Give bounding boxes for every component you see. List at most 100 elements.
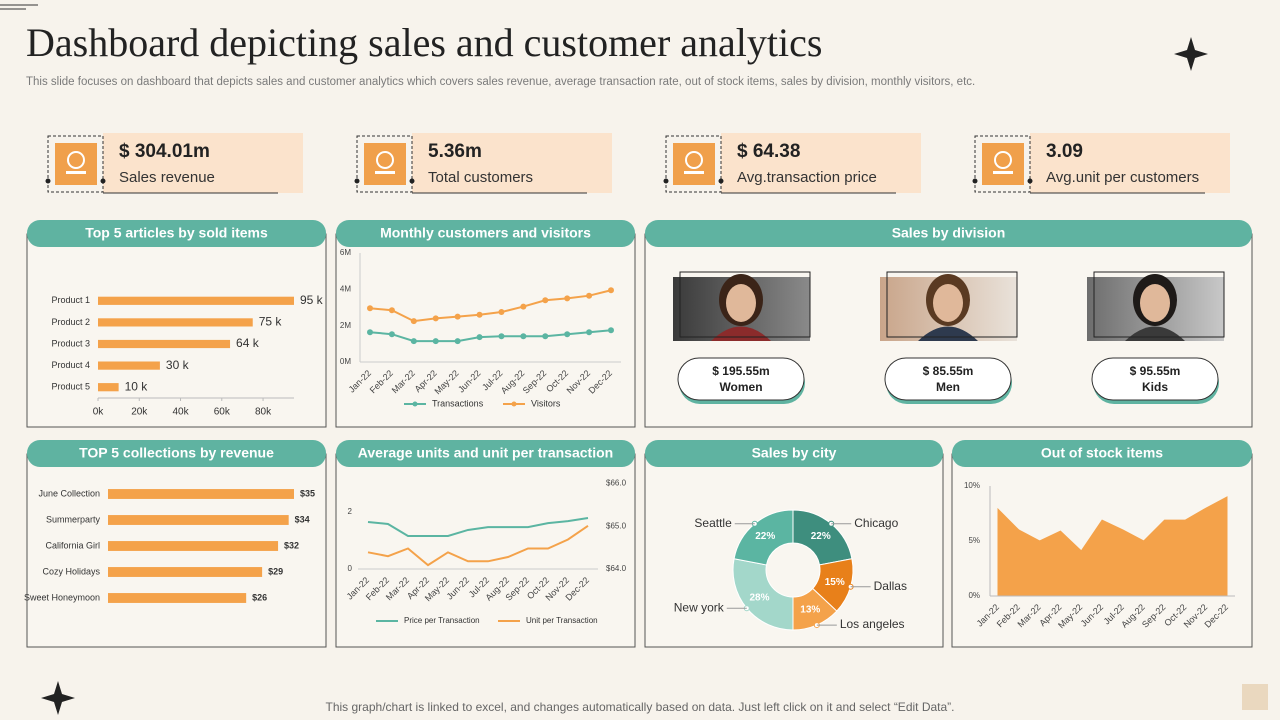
point <box>564 295 571 302</box>
icon-glyph <box>994 151 1012 169</box>
bar <box>108 567 263 577</box>
point <box>498 309 505 316</box>
y-tick-label: 6M <box>340 248 351 257</box>
point <box>410 338 417 345</box>
category-label: Seattle <box>694 516 732 530</box>
icon-frame <box>974 135 1031 193</box>
value-label: $35 <box>300 488 315 498</box>
icon-dot <box>718 178 724 184</box>
point <box>586 329 593 336</box>
kpi-icon <box>673 143 715 185</box>
icon-dot <box>1027 178 1033 184</box>
kpi-icon <box>364 143 406 185</box>
value-label: 95 k <box>300 293 324 307</box>
category-label: Sweet Honeymoon <box>24 592 100 602</box>
kpi-card <box>1030 133 1230 193</box>
photo-frame <box>679 271 811 338</box>
point <box>476 311 483 318</box>
category-label: Summerparty <box>46 514 101 524</box>
point <box>367 305 373 312</box>
x-tick-label: 80k <box>255 407 272 418</box>
panel-header <box>645 440 943 467</box>
bar <box>98 361 160 370</box>
point <box>586 292 593 299</box>
y-tick-label: $65.0 <box>606 521 627 530</box>
bar <box>108 489 294 499</box>
point <box>542 297 549 304</box>
panel-title: TOP 5 collections by revenue <box>79 445 274 461</box>
icon-glyph <box>67 151 85 169</box>
panel-title: Sales by city <box>752 445 837 461</box>
panel <box>335 453 636 648</box>
photo-face <box>726 284 756 322</box>
bar <box>98 318 253 327</box>
value-label: 10 k <box>125 379 149 393</box>
pie-slice <box>732 558 794 631</box>
icon-glyph <box>375 171 395 174</box>
panel-title: Out of stock items <box>1041 445 1163 461</box>
panel-header <box>27 440 326 467</box>
point <box>454 313 461 320</box>
slice-label: 22% <box>755 531 775 542</box>
x-tick-label: 60k <box>214 407 231 418</box>
bar <box>98 296 294 305</box>
decor-square <box>1242 684 1268 710</box>
value-label: $26 <box>252 592 267 602</box>
division-pill <box>884 357 1012 401</box>
legend-marker <box>412 401 418 407</box>
category-label: Product 1 <box>51 295 90 305</box>
value-label: 30 k <box>166 358 190 372</box>
y-tick-label: $66.0 <box>606 479 627 488</box>
category-label: Cozy Holidays <box>42 566 100 576</box>
y-tick-label: 4M <box>340 284 351 293</box>
division-value: $ 95.55m <box>1130 364 1181 378</box>
icon-frame <box>356 135 413 193</box>
panel-title: Sales by division <box>892 225 1006 241</box>
value-label: $32 <box>284 540 299 550</box>
panel-header <box>336 220 635 247</box>
panel-title: Average units and unit per transaction <box>358 445 613 461</box>
page-subtitle: This slide focuses on dashboard that dep… <box>26 76 975 88</box>
point <box>564 331 571 338</box>
panel-header <box>952 440 1252 467</box>
y-tick-label: 0M <box>340 357 351 366</box>
icon-glyph <box>684 171 704 174</box>
division-value: $ 195.55m <box>712 364 769 378</box>
y-tick-label: 5% <box>968 536 980 545</box>
icon-glyph <box>993 171 1013 174</box>
icon-dot <box>972 178 978 184</box>
photo-frame <box>886 271 1018 338</box>
kpi-label: Avg.transaction price <box>737 169 877 186</box>
slice-label: 13% <box>800 605 820 616</box>
legend-label: Unit per Transaction <box>526 616 598 625</box>
panel-title: Top 5 articles by sold items <box>85 225 268 241</box>
star-icon <box>1174 37 1208 71</box>
panel-header <box>645 220 1252 247</box>
category-label: Product 2 <box>51 317 90 327</box>
category-label: California Girl <box>45 540 100 550</box>
value-label: $29 <box>268 566 283 576</box>
star-icon <box>41 681 75 715</box>
category-label: New york <box>674 600 725 614</box>
category-label: June Collection <box>38 488 100 498</box>
icon-dot <box>100 178 106 184</box>
value-label: 75 k <box>259 315 283 329</box>
icon-frame <box>47 135 104 193</box>
point <box>520 303 527 310</box>
category-label: Chicago <box>854 516 898 530</box>
point <box>520 333 527 340</box>
area <box>997 496 1228 597</box>
kpi-label: Total customers <box>428 169 533 186</box>
x-tick-label: 40k <box>172 407 189 418</box>
series-line <box>369 289 612 323</box>
y-tick-label: 2M <box>340 321 351 330</box>
division-label: Women <box>719 380 762 394</box>
kpi-value: $ 304.01m <box>119 141 210 162</box>
bar <box>108 515 289 525</box>
kpi-card <box>412 133 612 193</box>
legend-label: Visitors <box>531 398 561 408</box>
series-line <box>367 524 589 567</box>
pie-slice <box>733 509 794 566</box>
kpi-icon <box>982 143 1024 185</box>
